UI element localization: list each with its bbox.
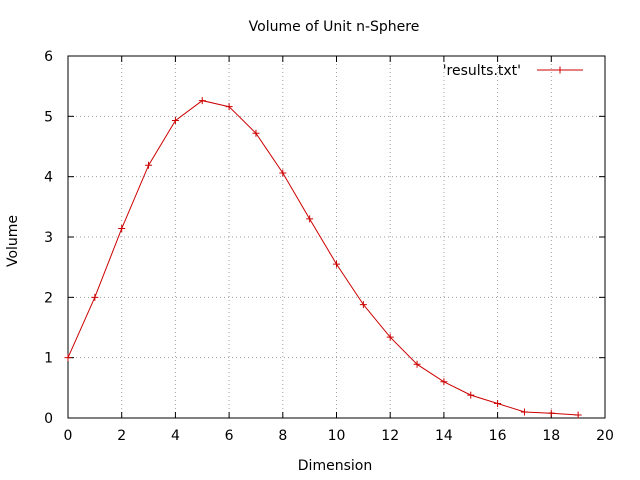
- data-point: [279, 169, 287, 177]
- y-tick-label: 3: [44, 230, 53, 246]
- data-point: [64, 354, 72, 362]
- x-tick-label: 2: [117, 428, 126, 444]
- legend: 'results.txt': [443, 63, 583, 79]
- data-point: [171, 117, 179, 125]
- data-point: [225, 103, 233, 111]
- x-tick-label: 6: [225, 428, 234, 444]
- series-line: [67, 100, 579, 416]
- data-point: [547, 409, 555, 417]
- data-point: [359, 301, 367, 309]
- y-tick-label: 6: [44, 49, 53, 65]
- x-tick-label: 4: [171, 428, 180, 444]
- y-tick-label: 0: [44, 411, 53, 427]
- data-point: [333, 260, 340, 268]
- legend-marker-plus: [556, 66, 564, 74]
- data-point: [494, 400, 502, 408]
- grid: [68, 56, 605, 418]
- data-point: [198, 97, 206, 105]
- legend-marker: [556, 66, 564, 74]
- data-point: [91, 293, 99, 301]
- plot-frame: [67, 55, 606, 419]
- y-axis-label: Volume: [5, 215, 21, 267]
- data-point: [413, 360, 421, 368]
- x-tick-label: 10: [328, 428, 346, 444]
- x-axis-label: Dimension: [298, 458, 372, 474]
- chart-title: Volume of Unit n-Sphere: [249, 19, 420, 35]
- x-tick-label: 12: [381, 428, 399, 444]
- legend-label: 'results.txt': [443, 63, 521, 79]
- data-point: [145, 161, 153, 169]
- data-point: [520, 408, 528, 416]
- data-point: [574, 411, 582, 419]
- y-tick-label: 5: [44, 109, 53, 125]
- x-tick-label: 20: [596, 428, 614, 444]
- x-tick-label: 0: [64, 428, 73, 444]
- x-tick-label: 16: [489, 428, 507, 444]
- data-point: [440, 378, 448, 386]
- data-point: [306, 215, 314, 223]
- x-tick-label: 14: [435, 428, 453, 444]
- y-tick-label: 4: [44, 170, 53, 186]
- data-point: [386, 333, 394, 341]
- data-point: [467, 391, 475, 399]
- x-tick-label: 18: [542, 428, 560, 444]
- y-tick-label: 2: [44, 290, 53, 306]
- series-layer: [64, 97, 582, 419]
- y-tick-label: 1: [44, 351, 53, 367]
- data-point: [118, 225, 126, 233]
- x-tick-label: 8: [278, 428, 287, 444]
- data-point: [252, 129, 260, 137]
